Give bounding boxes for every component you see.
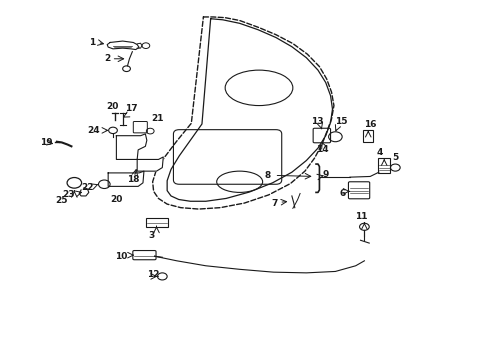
Text: 24: 24 [87, 126, 100, 135]
Text: 20: 20 [110, 195, 122, 204]
Polygon shape [108, 171, 143, 186]
Polygon shape [107, 41, 139, 50]
Text: 22: 22 [81, 183, 94, 192]
Text: 17: 17 [125, 104, 138, 113]
Text: 11: 11 [354, 212, 366, 221]
Text: 9: 9 [322, 170, 328, 179]
Text: 12: 12 [146, 270, 159, 279]
Text: 1: 1 [89, 38, 95, 47]
Text: 3: 3 [148, 231, 155, 240]
Text: 20: 20 [105, 102, 118, 111]
Text: 25: 25 [55, 196, 67, 205]
Text: 15: 15 [335, 117, 347, 126]
Text: 6: 6 [339, 189, 346, 198]
Text: 13: 13 [310, 117, 323, 126]
Polygon shape [137, 157, 163, 171]
Text: 5: 5 [391, 153, 398, 162]
Text: 14: 14 [315, 145, 328, 154]
Text: 23: 23 [61, 190, 74, 199]
Text: 18: 18 [127, 175, 140, 184]
Text: 8: 8 [264, 171, 270, 180]
Text: 16: 16 [364, 120, 376, 129]
Text: 7: 7 [270, 198, 277, 207]
Text: 19: 19 [41, 138, 53, 147]
Text: 2: 2 [104, 54, 110, 63]
Text: 21: 21 [151, 114, 164, 123]
Text: 4: 4 [376, 148, 382, 157]
Polygon shape [116, 134, 146, 159]
Text: 10: 10 [115, 252, 127, 261]
